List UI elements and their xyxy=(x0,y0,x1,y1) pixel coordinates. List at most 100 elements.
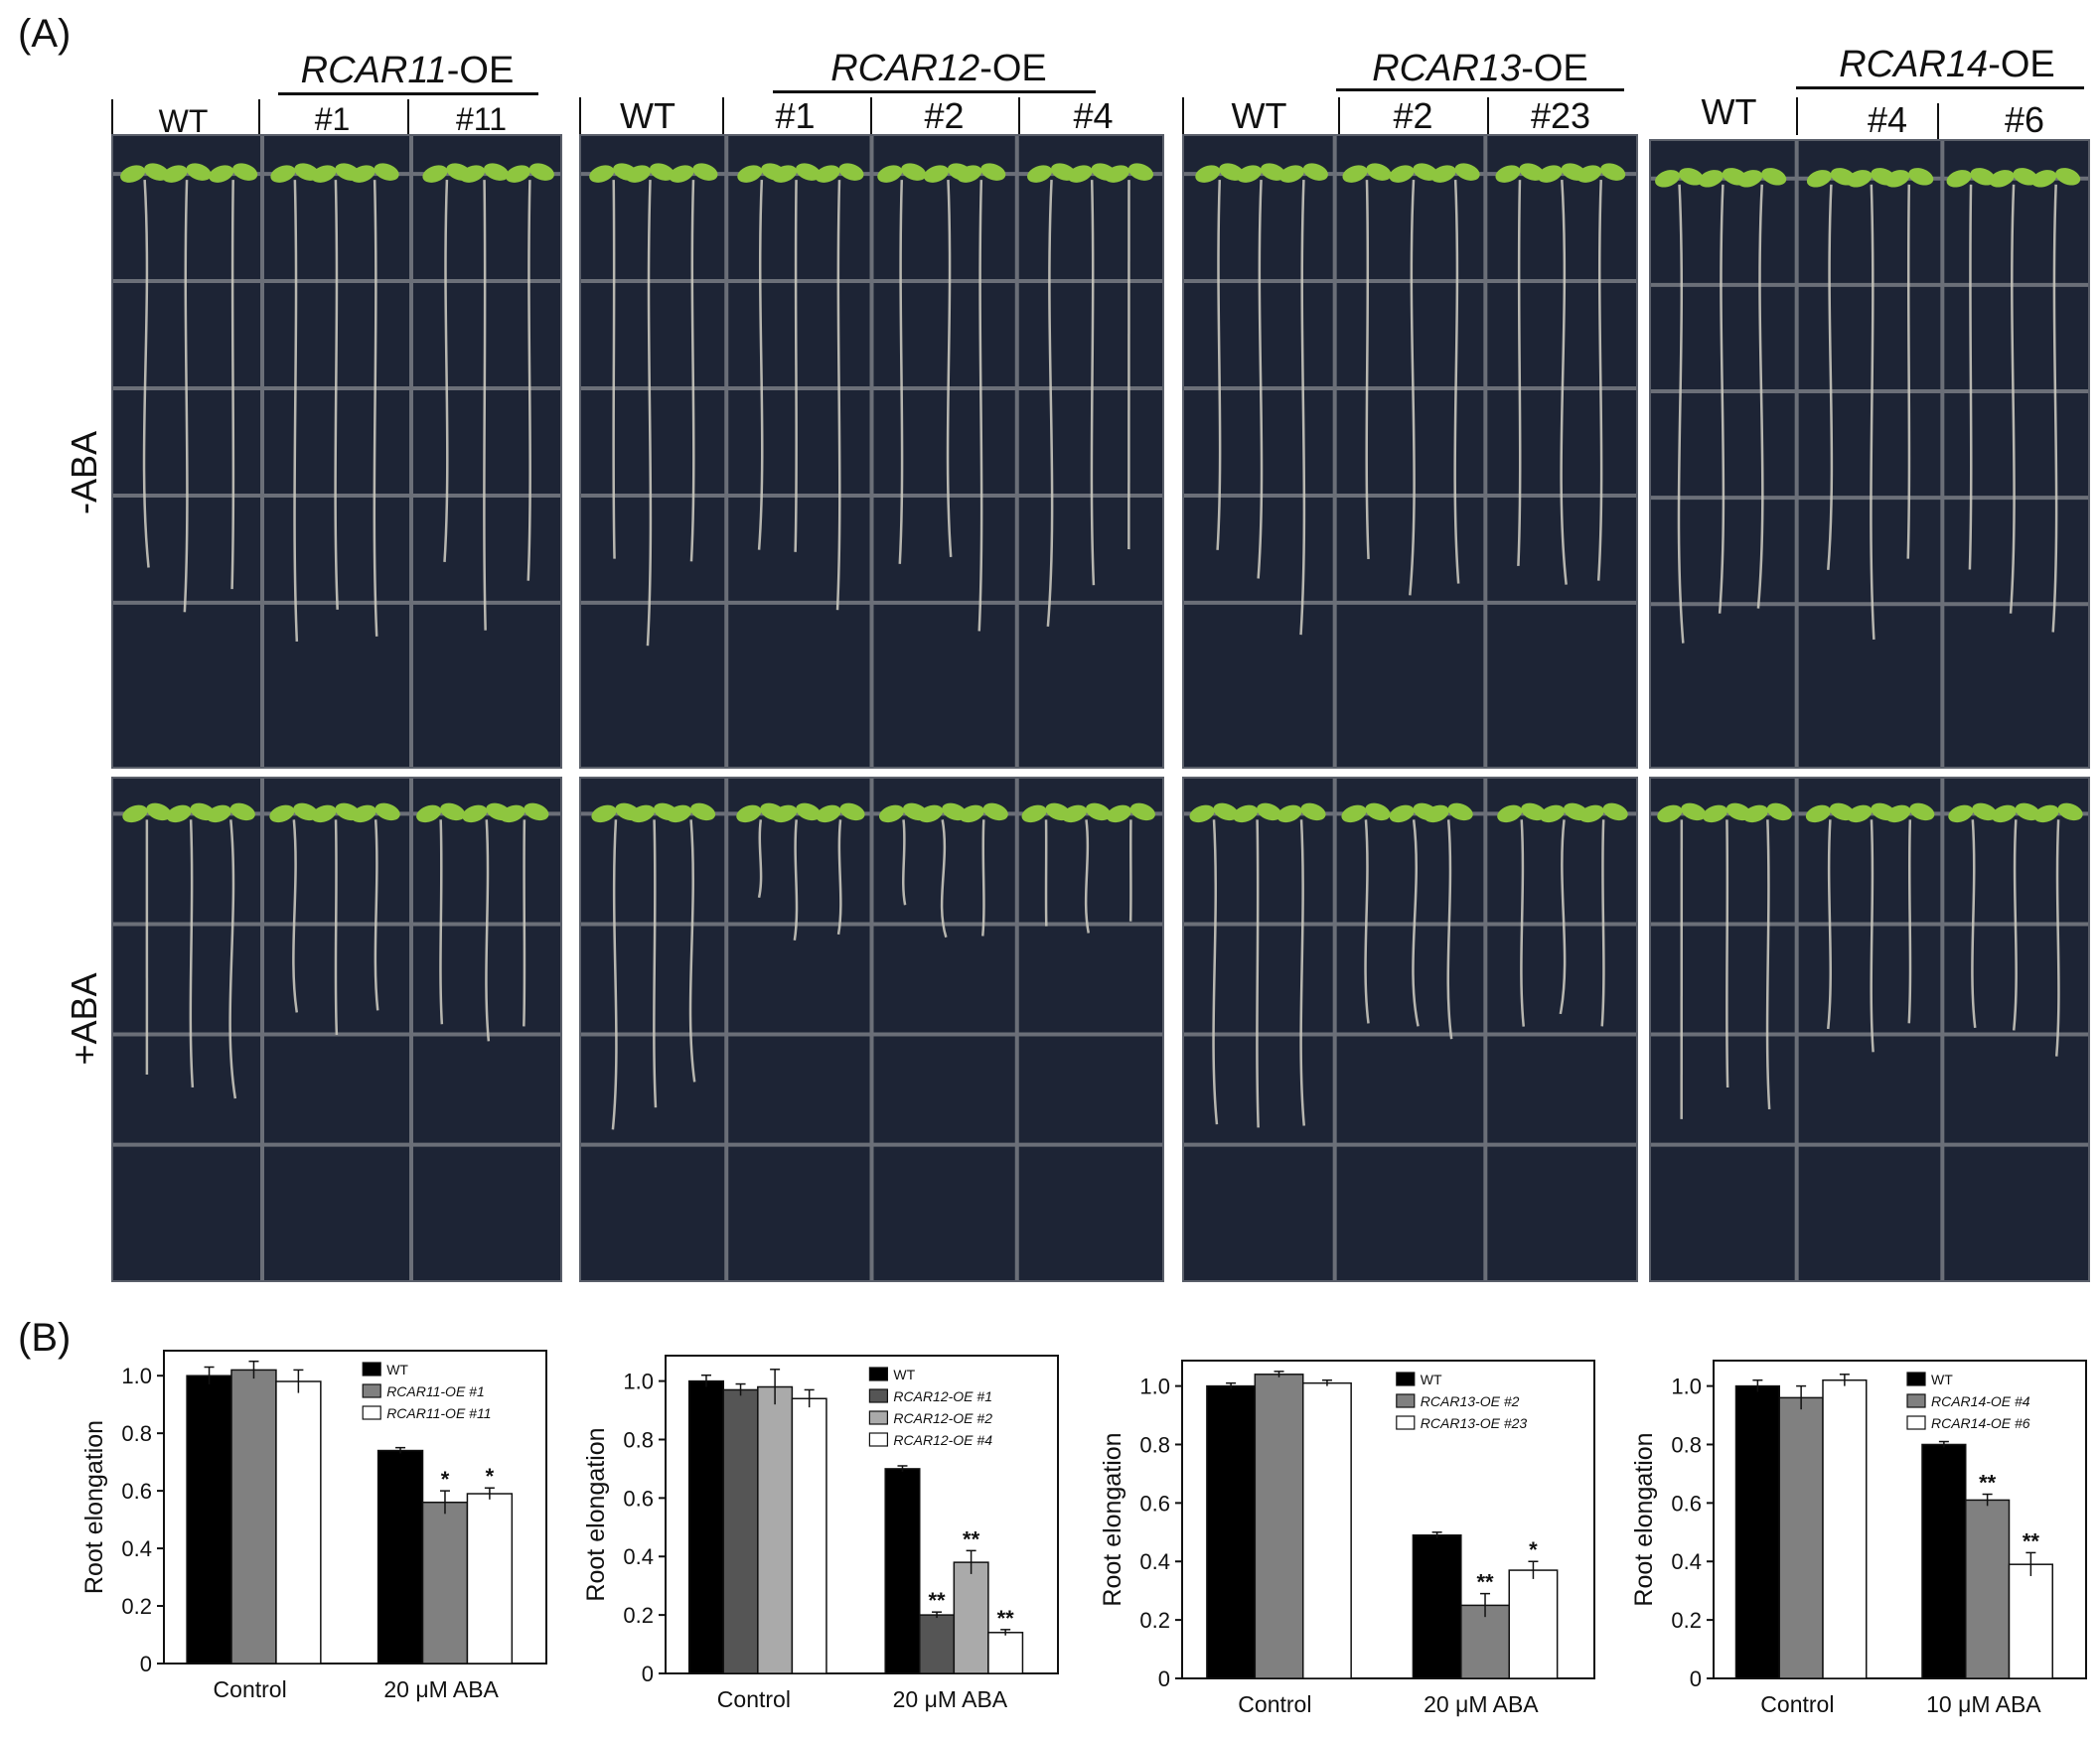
legend-label: RCAR14-OE #6 xyxy=(1931,1415,2030,1431)
seedling-root xyxy=(293,819,296,1012)
seedling-leaf xyxy=(735,162,765,186)
seedling-leaf xyxy=(1700,801,1729,825)
header-separator xyxy=(870,97,872,135)
header-separator xyxy=(1937,103,1939,141)
seedling-root xyxy=(440,819,441,1024)
legend-label: RCAR11-OE #1 xyxy=(386,1383,485,1399)
row-label-plus-aba: +ABA xyxy=(64,964,105,1074)
seedling-root xyxy=(1679,185,1683,644)
x-category-label: 10 μM ABA xyxy=(1926,1691,2041,1717)
significance-mark: ** xyxy=(1979,1471,1997,1496)
seedling-root xyxy=(837,180,839,610)
legend-label: WT xyxy=(893,1367,915,1382)
seedling-root xyxy=(614,180,615,559)
bar xyxy=(1303,1383,1351,1678)
x-category-label: 20 μM ABA xyxy=(893,1686,1008,1712)
group-underline xyxy=(773,90,1096,93)
seedling-leaf xyxy=(1679,799,1709,823)
seedling-leaf xyxy=(1493,162,1523,186)
seedling-root xyxy=(445,180,448,562)
legend-swatch xyxy=(1397,1416,1415,1429)
seedling-root xyxy=(185,180,188,612)
seedling-leaf xyxy=(482,160,512,184)
x-category-label: Control xyxy=(214,1676,287,1702)
seedling-root xyxy=(1726,819,1727,1087)
seedling-leaf xyxy=(207,162,236,186)
seedling-leaf xyxy=(1340,162,1370,186)
seedling-leaf xyxy=(349,801,378,825)
group-underline xyxy=(278,92,538,95)
bar xyxy=(231,1370,276,1664)
seedling-root xyxy=(1455,180,1458,583)
seedling-root xyxy=(900,180,902,564)
seedling-root xyxy=(144,180,149,567)
panel-b-label: (B) xyxy=(18,1316,71,1361)
seedling-leaf xyxy=(1740,801,1770,825)
seedling-leaf xyxy=(1906,165,1936,189)
seedling-leaf xyxy=(373,799,402,823)
seedling-root xyxy=(648,180,651,646)
bar xyxy=(689,1381,724,1673)
seedling-leaf xyxy=(980,799,1010,823)
seedling-leaf xyxy=(1019,801,1049,825)
seedling-leaf xyxy=(1907,799,1937,823)
seedling-root xyxy=(1561,819,1565,1014)
seedling-leaf xyxy=(1946,801,1976,825)
line-label: #11 xyxy=(409,101,553,138)
seedling-leaf xyxy=(1025,162,1055,186)
seedling-leaf xyxy=(160,162,190,186)
line-label: #1 xyxy=(723,95,867,137)
legend-label: RCAR13-OE #2 xyxy=(1421,1393,1520,1409)
significance-mark: ** xyxy=(963,1526,980,1551)
seedling-root xyxy=(1767,819,1769,1109)
seedling-root xyxy=(1214,819,1217,1124)
seedling-leaf xyxy=(1298,799,1328,823)
seedling-root xyxy=(232,180,233,589)
seedling-root xyxy=(2053,185,2056,633)
legend-swatch xyxy=(1907,1373,1925,1385)
legend-swatch xyxy=(1907,1394,1925,1407)
bar xyxy=(1255,1375,1302,1678)
seedling-leaf xyxy=(1944,167,1974,191)
seedling-root xyxy=(1048,180,1052,627)
y-axis-label: Root elongation xyxy=(80,1420,108,1594)
significance-mark: * xyxy=(441,1467,450,1492)
line-label: WT xyxy=(1182,95,1336,137)
seedling-root xyxy=(336,819,337,1035)
y-axis-label: Root elongation xyxy=(582,1427,610,1601)
group-title-rcar13: RCAR13-OE xyxy=(1341,48,1619,90)
seedling-root xyxy=(2011,185,2015,614)
seedling-root xyxy=(1301,819,1304,1125)
seedling-root xyxy=(1871,185,1874,640)
seedling-leaf xyxy=(1060,801,1090,825)
y-tick-label: 1.0 xyxy=(623,1370,654,1394)
y-tick-label: 0.6 xyxy=(623,1486,654,1511)
group-underline xyxy=(1796,86,2084,89)
seedling-leaf xyxy=(1231,801,1261,825)
legend-swatch xyxy=(363,1384,380,1397)
seedling-root xyxy=(1758,185,1762,609)
seedling-root xyxy=(1259,180,1262,578)
x-category-label: Control xyxy=(717,1686,791,1712)
legend-label: WT xyxy=(1421,1372,1442,1387)
seedling-leaf xyxy=(1275,801,1304,825)
group-title-rcar11: RCAR11-OE xyxy=(278,50,536,92)
bar xyxy=(792,1398,826,1673)
panel-a-label: (A) xyxy=(18,12,71,57)
seedling-leaf xyxy=(120,801,150,825)
seedling-leaf xyxy=(227,799,257,823)
legend-label: RCAR14-OE #4 xyxy=(1931,1393,2030,1409)
y-tick-label: 0.4 xyxy=(121,1536,152,1561)
bar xyxy=(1207,1386,1255,1678)
seedling-leaf xyxy=(899,160,929,184)
bar xyxy=(276,1381,321,1664)
seedling-root xyxy=(1086,819,1089,933)
bar xyxy=(467,1494,512,1664)
bar xyxy=(2010,1564,2053,1678)
y-tick-label: 0.2 xyxy=(1671,1608,1702,1633)
legend-label: RCAR13-OE #23 xyxy=(1421,1415,1528,1431)
group-title-rcar14: RCAR14-OE xyxy=(1818,44,2076,86)
seedling-root xyxy=(486,819,488,1041)
seedling-leaf xyxy=(667,162,696,186)
